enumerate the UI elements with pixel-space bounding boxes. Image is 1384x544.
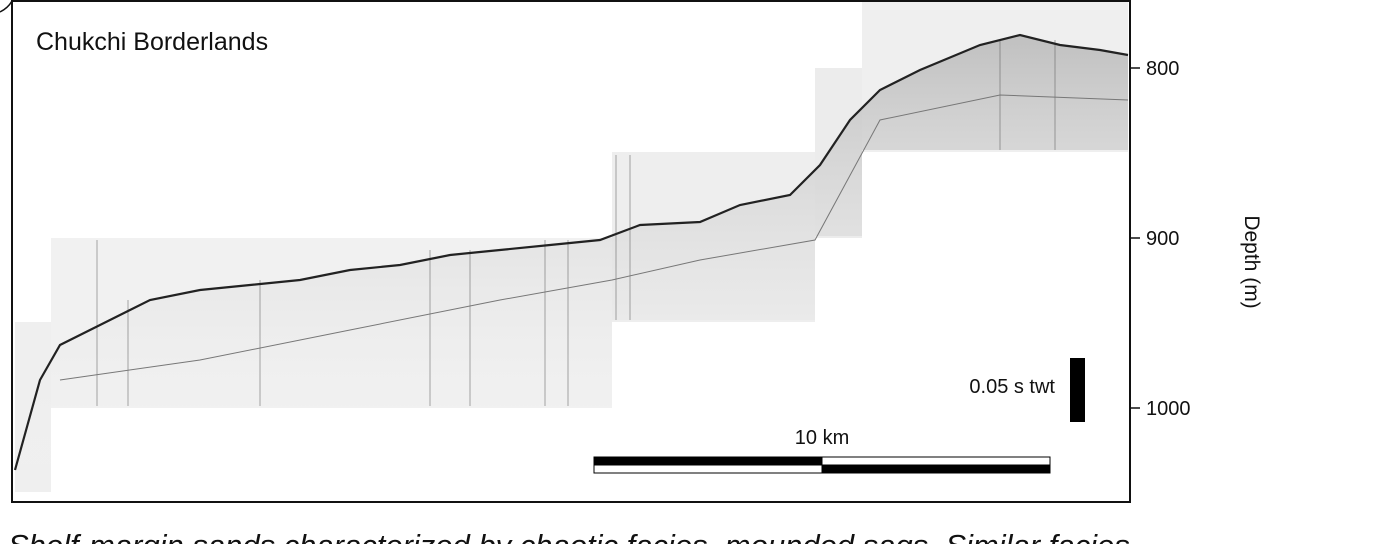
figure: Chukchi Borderlands 800 900 1000 Depth (m)…: [0, 0, 1384, 544]
depth-axis: 800 900 1000: [1130, 58, 1191, 420]
tick-label: 900: [1146, 228, 1179, 250]
figure-label: Chukchi Borderlands: [36, 28, 268, 56]
horizontal-scale-bar: [594, 457, 1050, 473]
horizontal-scale-label: 10 km: [795, 427, 849, 449]
axis-title: Depth (m): [1240, 215, 1263, 308]
tick-label: 1000: [1146, 398, 1191, 420]
corner-mark: [0, 1, 12, 12]
tick-label: 800: [1146, 58, 1179, 80]
page: Chukchi Borderlands 800 900 1000 Depth (m)…: [0, 0, 1384, 544]
vertical-scale-bar: [1070, 358, 1085, 422]
caption: Shelf-margin sands characterized by chao…: [8, 528, 1130, 544]
vertical-scale-label: 0.05 s twt: [969, 376, 1055, 398]
